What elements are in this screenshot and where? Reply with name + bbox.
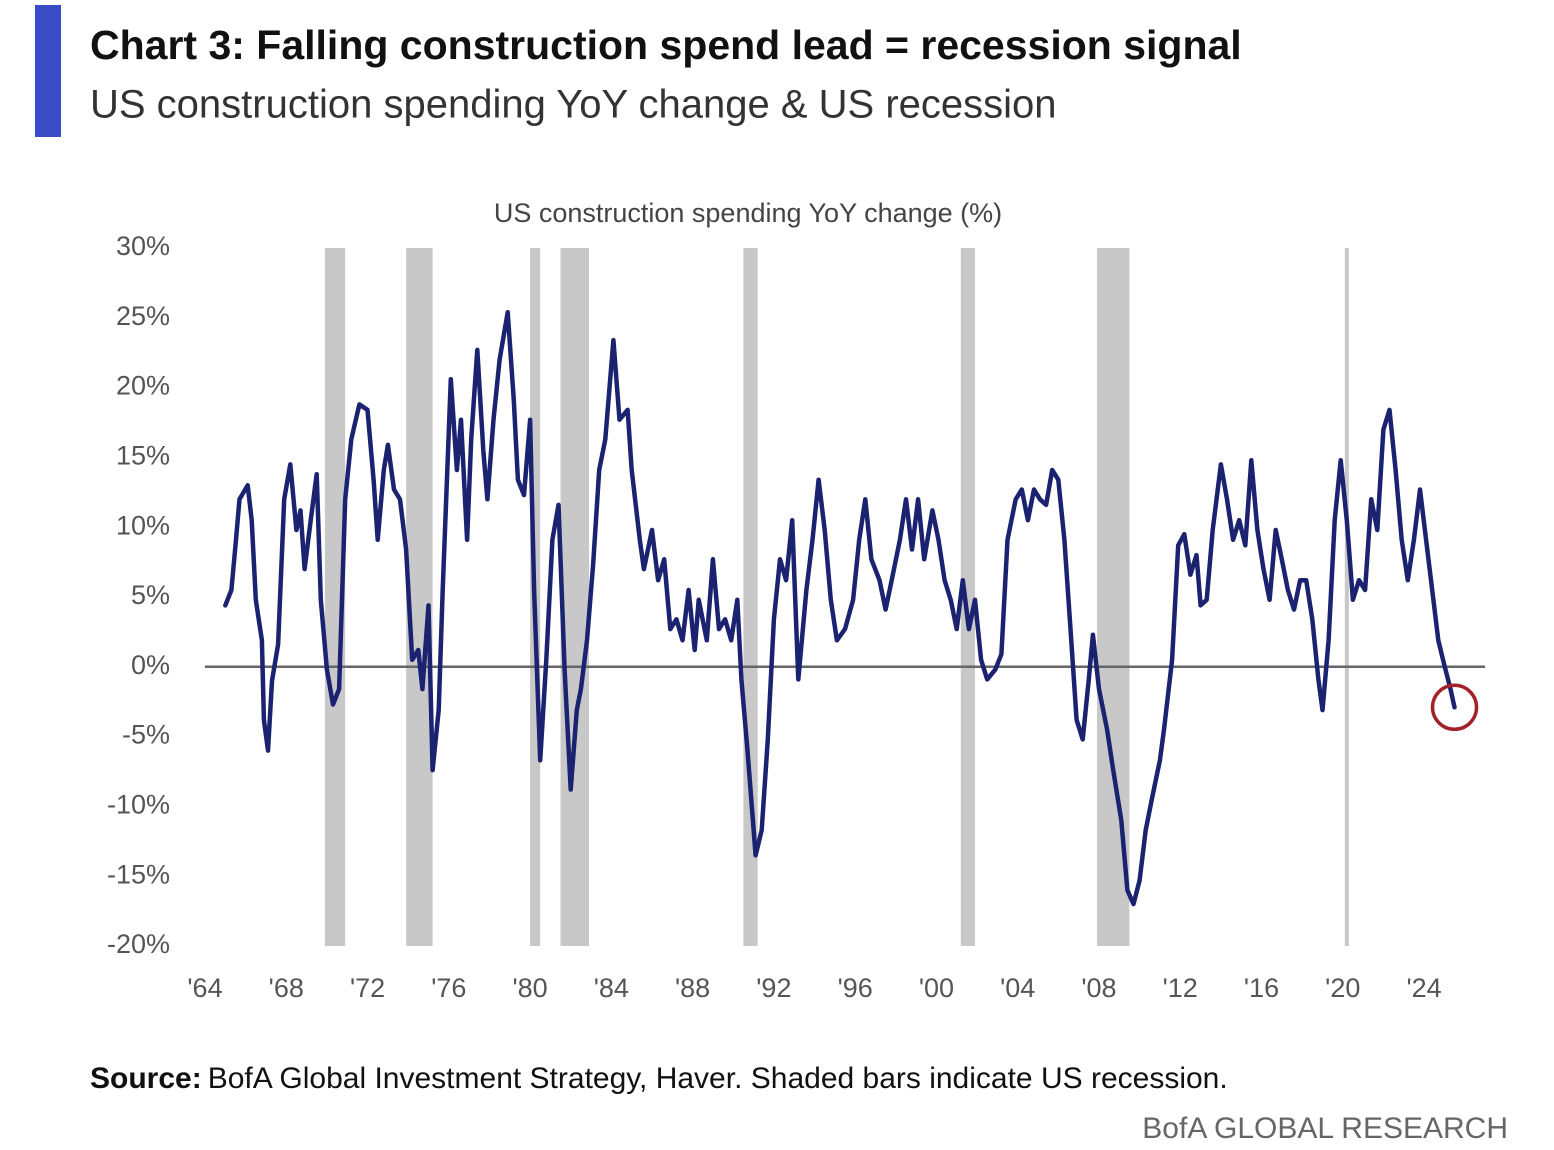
y-tick-label: 25% bbox=[116, 301, 170, 331]
x-tick-label: '00 bbox=[919, 973, 954, 1003]
y-tick-label: -5% bbox=[122, 720, 170, 750]
x-tick-label: '12 bbox=[1163, 973, 1198, 1003]
y-tick-label: 15% bbox=[116, 441, 170, 471]
chart-title: Chart 3: Falling construction spend lead… bbox=[90, 22, 1242, 68]
y-tick-label: 20% bbox=[116, 371, 170, 401]
x-tick-label: '68 bbox=[269, 973, 304, 1003]
footer: BofA GLOBAL RESEARCH bbox=[1142, 1112, 1508, 1145]
x-tick-label: '72 bbox=[350, 973, 385, 1003]
y-tick-label: -10% bbox=[107, 790, 170, 820]
y-tick-label: 10% bbox=[116, 510, 170, 540]
series-line bbox=[223, 309, 1457, 907]
x-tick-label: '76 bbox=[431, 973, 466, 1003]
x-tick-label: '20 bbox=[1325, 973, 1360, 1003]
latest-point-highlight bbox=[1430, 683, 1479, 732]
y-tick-label: -20% bbox=[107, 929, 170, 959]
plot-area: 30% 25% 20% 15% 10% 5% 0% -5% -10% -15% -20% '64 '68… bbox=[107, 231, 1485, 1003]
x-tick-label: '88 bbox=[675, 973, 710, 1003]
y-tick-label: 5% bbox=[131, 580, 170, 610]
source-note: Source: BofA Global Investment Strategy, … bbox=[90, 1062, 1228, 1095]
recession-bar bbox=[1344, 248, 1349, 946]
x-tick-label: '64 bbox=[187, 973, 222, 1003]
chart-subtitle: US construction spending YoY change & US… bbox=[90, 83, 1057, 127]
x-tick-label: '80 bbox=[512, 973, 547, 1003]
x-tick-label: '96 bbox=[838, 973, 873, 1003]
source-label: Source: bbox=[90, 1062, 202, 1095]
recession-bar bbox=[960, 248, 976, 946]
plot-title: US construction spending YoY change (%) bbox=[494, 198, 1002, 228]
x-tick-label: '04 bbox=[1000, 973, 1035, 1003]
y-tick-label: -15% bbox=[107, 859, 170, 889]
x-tick-label: '16 bbox=[1244, 973, 1279, 1003]
recession-bar bbox=[324, 248, 346, 946]
x-tick-label: '24 bbox=[1406, 973, 1441, 1003]
x-tick-label: '84 bbox=[594, 973, 629, 1003]
y-tick-label: 30% bbox=[116, 231, 170, 261]
y-tick-label: 0% bbox=[131, 650, 170, 680]
source-text: BofA Global Investment Strategy, Haver. … bbox=[208, 1062, 1228, 1095]
x-tick-label: '08 bbox=[1081, 973, 1116, 1003]
x-tick-label: '92 bbox=[756, 973, 791, 1003]
recession-bar bbox=[560, 248, 589, 946]
title-accent-bar bbox=[35, 5, 61, 137]
